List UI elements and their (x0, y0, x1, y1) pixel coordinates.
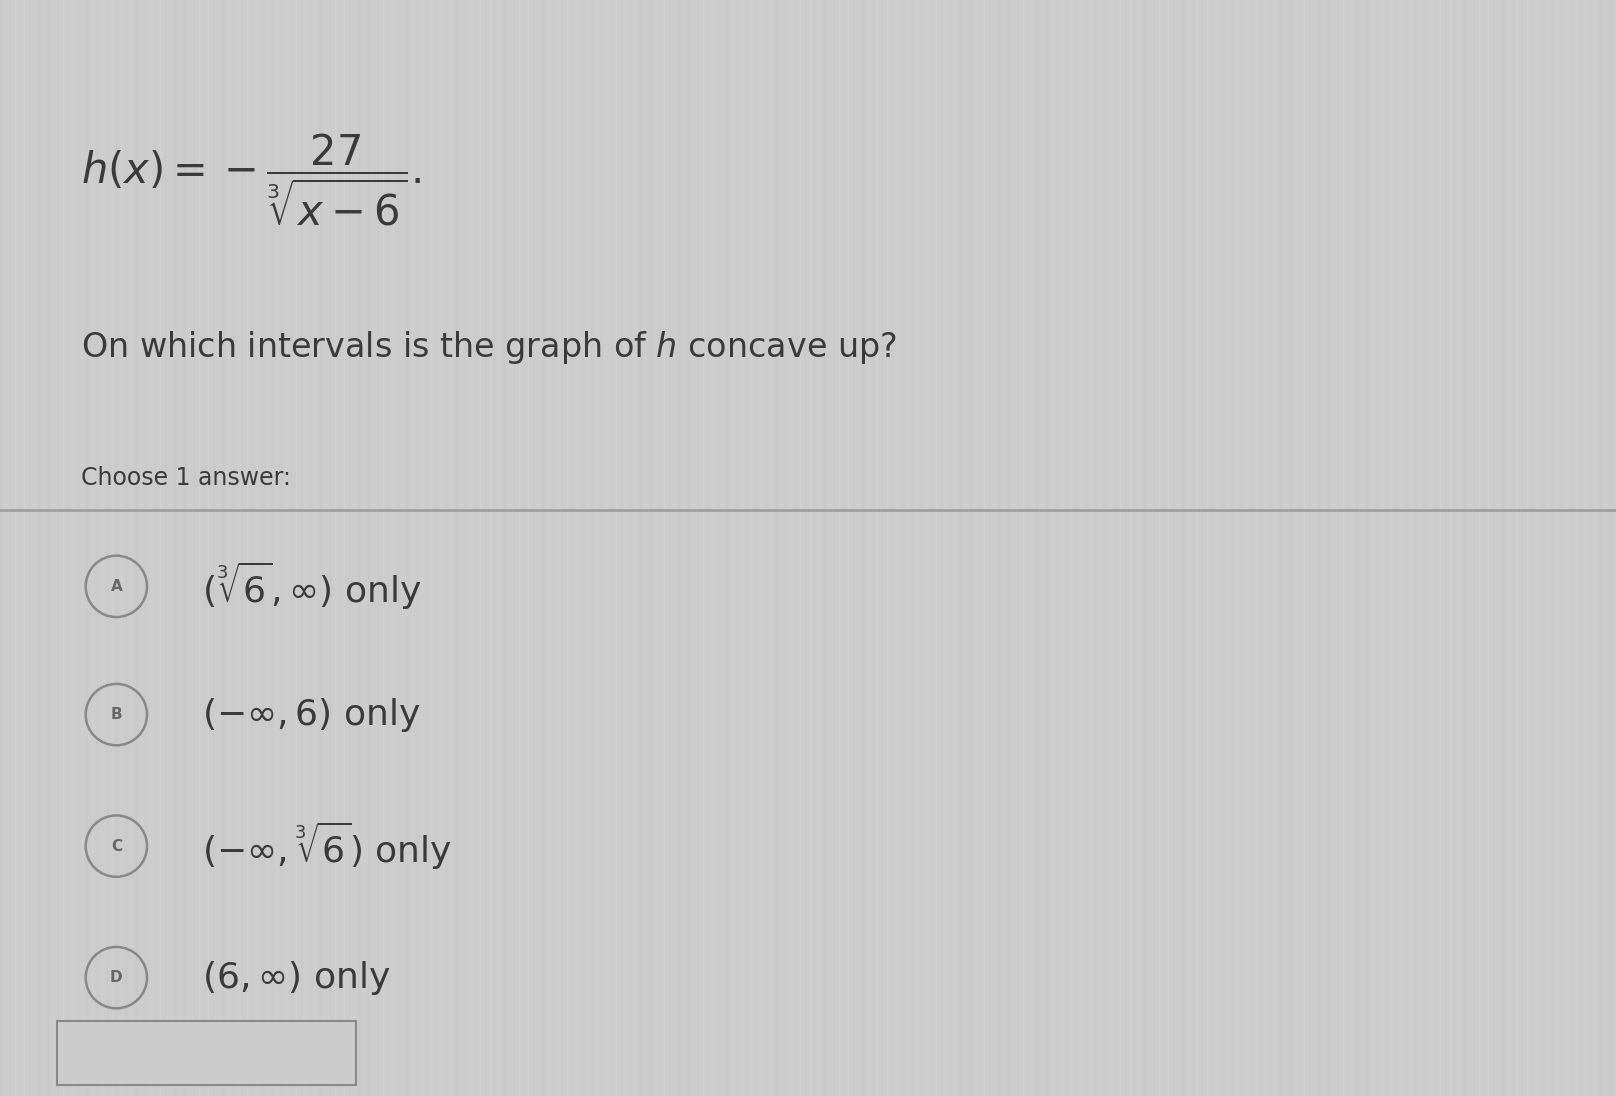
FancyBboxPatch shape (57, 1021, 356, 1085)
Text: D: D (110, 970, 123, 985)
Text: $h(x) = -\dfrac{27}{\sqrt[3]{x-6}}.$: $h(x) = -\dfrac{27}{\sqrt[3]{x-6}}.$ (81, 132, 420, 228)
Text: A: A (110, 579, 123, 594)
Text: $(6,\infty)$ only: $(6,\infty)$ only (202, 959, 391, 996)
Text: $(-\infty, \sqrt[3]{6})$ only: $(-\infty, \sqrt[3]{6})$ only (202, 820, 452, 872)
Text: Choose 1 answer:: Choose 1 answer: (81, 466, 291, 490)
Text: $(\sqrt[3]{6},\infty)$ only: $(\sqrt[3]{6},\infty)$ only (202, 560, 422, 613)
Text: C: C (112, 838, 121, 854)
Text: B: B (110, 707, 123, 722)
Text: On which intervals is the graph of $h$ concave up?: On which intervals is the graph of $h$ c… (81, 329, 897, 366)
Text: $(-\infty, 6)$ only: $(-\infty, 6)$ only (202, 696, 420, 733)
